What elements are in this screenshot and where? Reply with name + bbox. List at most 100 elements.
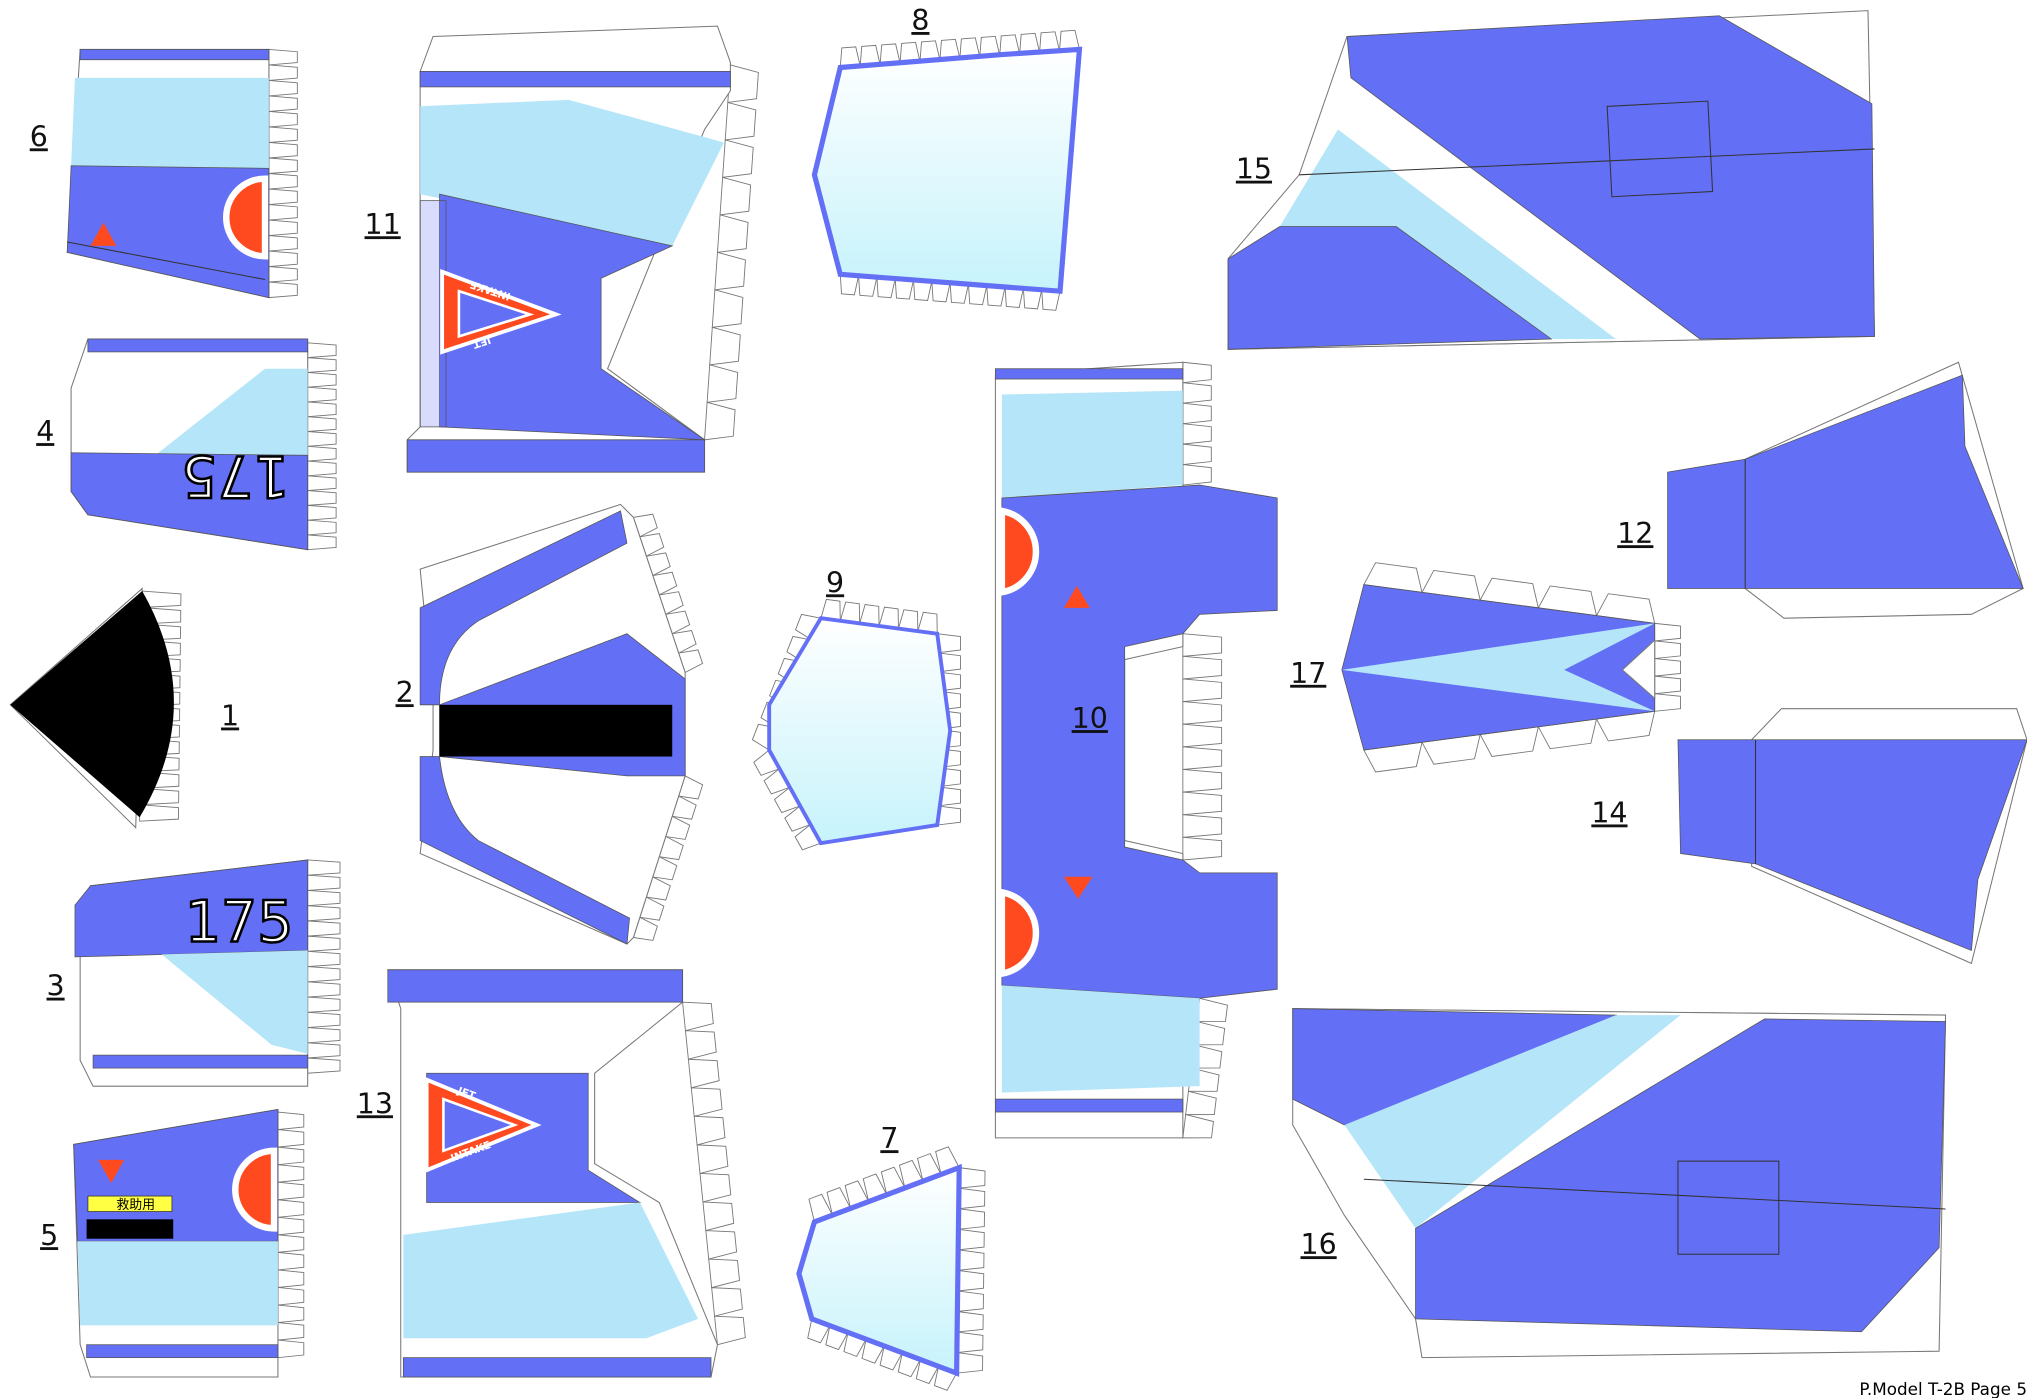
glue-tab xyxy=(1654,675,1682,695)
glue-tab xyxy=(268,250,298,268)
glue-tab xyxy=(307,431,337,447)
glue-tab xyxy=(277,1216,305,1236)
glue-tab xyxy=(268,95,298,112)
glue-tab xyxy=(1654,622,1682,642)
part-2 xyxy=(419,503,686,945)
part-number: 17 xyxy=(1290,657,1326,690)
part-8 xyxy=(811,46,1083,294)
part-7 xyxy=(796,1163,962,1377)
part-number: 10 xyxy=(1072,702,1108,735)
glue-tab xyxy=(277,1322,305,1341)
part-17 xyxy=(1341,584,1656,751)
glue-tab xyxy=(268,281,298,299)
glue-tab xyxy=(307,371,337,388)
glue-tab xyxy=(957,1249,985,1271)
glue-tab xyxy=(307,1027,341,1044)
glue-tab xyxy=(307,935,341,952)
glue-tab xyxy=(706,364,739,403)
glue-tab xyxy=(277,1129,305,1148)
glue-tab xyxy=(307,950,341,968)
part-number: 7 xyxy=(880,1122,898,1155)
glue-tab xyxy=(684,1030,717,1060)
glue-tab xyxy=(307,1057,341,1074)
glue-tab xyxy=(724,101,757,141)
part-number: 3 xyxy=(47,970,65,1003)
glue-tab xyxy=(307,920,341,937)
glue-tab xyxy=(702,1201,735,1232)
part-10 xyxy=(994,361,1278,1139)
glue-tab xyxy=(1182,791,1223,816)
glue-tab xyxy=(139,804,180,822)
glue-tab xyxy=(956,1331,984,1354)
glue-tab xyxy=(682,1001,714,1032)
glue-tab xyxy=(307,357,337,373)
glue-tab xyxy=(958,1187,986,1210)
part-number: 1 xyxy=(221,700,239,733)
glue-tab xyxy=(277,1269,305,1288)
glue-tab xyxy=(1196,997,1228,1022)
glue-tab xyxy=(957,1228,985,1251)
part-15 xyxy=(1227,10,1875,350)
glue-tab xyxy=(268,48,298,66)
glue-tab xyxy=(1182,678,1223,703)
glue-tab xyxy=(307,966,341,983)
glue-tab xyxy=(307,996,341,1013)
glue-tab xyxy=(1182,836,1223,861)
part-number: 16 xyxy=(1300,1228,1336,1261)
glue-tab xyxy=(268,266,298,283)
glue-tab xyxy=(277,1164,305,1183)
glue-tab xyxy=(704,401,736,441)
glue-tab xyxy=(277,1234,305,1253)
glue-tab xyxy=(958,1167,986,1189)
glue-tab xyxy=(696,1144,729,1175)
glue-tab xyxy=(307,460,337,477)
glue-tab xyxy=(956,1310,984,1333)
glue-tab xyxy=(268,219,298,237)
glue-tab xyxy=(268,188,298,206)
glue-tab xyxy=(307,342,337,359)
glue-tab xyxy=(1182,423,1212,445)
page-footer: P.Model T-2B Page 5 xyxy=(1859,1379,2027,1398)
glue-tab xyxy=(307,859,341,876)
part-number: 12 xyxy=(1617,517,1653,550)
glue-tab xyxy=(1182,1114,1214,1139)
glue-tab xyxy=(699,1172,732,1203)
part-14 xyxy=(1677,708,2027,965)
jet-text: JET xyxy=(471,333,493,350)
glue-tab xyxy=(268,126,298,143)
glue-tab xyxy=(687,1058,720,1089)
glue-tab xyxy=(307,401,337,418)
glue-tab xyxy=(1185,1090,1217,1116)
part-13: JET INTAKE xyxy=(387,969,719,1378)
glue-tab xyxy=(1182,402,1212,425)
glue-tab xyxy=(1182,655,1223,680)
glue-tab xyxy=(957,1269,985,1292)
glue-tab xyxy=(693,1115,726,1146)
part-12 xyxy=(1667,361,2024,619)
glue-tab xyxy=(1182,768,1223,793)
glue-tab xyxy=(268,110,298,128)
glue-tab xyxy=(277,1111,305,1131)
glue-tab xyxy=(277,1304,305,1324)
glue-tab xyxy=(1182,382,1212,404)
glue-tab xyxy=(307,475,337,492)
glue-tab xyxy=(1654,640,1682,660)
glue-tab xyxy=(1182,746,1223,770)
glue-tab xyxy=(307,889,341,907)
glue-tab xyxy=(307,981,341,998)
glue-tab xyxy=(1182,464,1212,486)
glue-tab xyxy=(268,235,298,252)
part-1-black xyxy=(10,591,174,818)
glue-tab xyxy=(1182,701,1223,725)
glue-tab xyxy=(1182,443,1212,466)
glue-tab xyxy=(705,1230,738,1260)
glue-tab xyxy=(727,64,759,103)
part-number: 5 xyxy=(40,1219,58,1252)
glue-tab xyxy=(716,214,749,253)
part-number: 15 xyxy=(1236,153,1272,186)
part-4: 175 xyxy=(70,338,309,551)
glue-tab xyxy=(268,157,298,174)
glue-tab xyxy=(277,1146,305,1166)
